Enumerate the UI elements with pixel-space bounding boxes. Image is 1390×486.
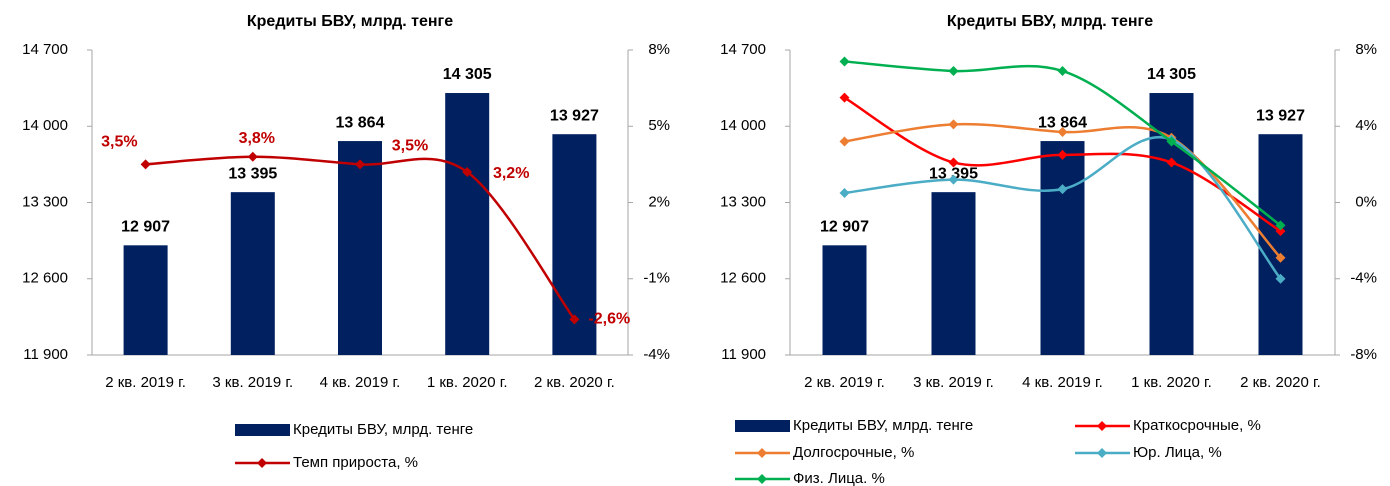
line-value-label: 3,8% — [239, 130, 275, 147]
line-marker — [948, 157, 959, 168]
line-marker — [1166, 157, 1177, 168]
y-tick-label: 11 900 — [23, 346, 68, 363]
legend-marker — [1097, 421, 1107, 431]
y-tick-label: 14 700 — [22, 41, 68, 58]
y2-tick-label: 8% — [1355, 41, 1377, 58]
legend-label: Темп прироста, % — [293, 454, 418, 471]
legend-marker — [757, 448, 767, 458]
x-tick-label: 2 кв. 2020 г. — [1240, 374, 1321, 391]
bar-value-label: 14 305 — [1147, 66, 1196, 83]
bar — [822, 245, 867, 355]
bar-value-label: 13 927 — [550, 107, 599, 124]
y2-tick-label: -4% — [643, 346, 670, 363]
line-marker — [839, 92, 850, 103]
bar — [123, 245, 168, 355]
chart-title: Кредиты БВУ, млрд. тенге — [947, 13, 1153, 30]
bar-value-label: 12 907 — [121, 219, 170, 236]
line-marker — [1166, 136, 1177, 147]
legend-label: Краткосрочные, % — [1133, 417, 1261, 434]
line-value-label: -2,6% — [588, 311, 630, 328]
line-value-label: 3,5% — [392, 138, 428, 155]
x-tick-label: 4 кв. 2019 г. — [1022, 374, 1103, 391]
x-tick-label: 2 кв. 2019 г. — [105, 374, 186, 391]
line-marker — [839, 187, 850, 198]
x-tick-label: 1 кв. 2020 г. — [1131, 374, 1212, 391]
line-value-label: 3,5% — [101, 134, 137, 151]
x-tick-label: 1 кв. 2020 г. — [427, 374, 508, 391]
y2-tick-label: 8% — [648, 41, 670, 58]
line-marker — [140, 159, 151, 170]
y2-tick-label: 4% — [1355, 117, 1377, 134]
legend-label: Юр. Лица, % — [1133, 444, 1222, 461]
line-marker — [569, 314, 580, 325]
bar — [1040, 141, 1085, 355]
legend-label: Кредиты БВУ, млрд. тенге — [293, 421, 473, 438]
legend-marker — [757, 474, 767, 484]
line-marker — [1057, 65, 1068, 76]
line-series — [145, 155, 576, 321]
legend-marker — [1097, 448, 1107, 458]
line-marker — [1057, 184, 1068, 195]
y-tick-label: 12 600 — [22, 270, 68, 287]
line-marker — [1275, 273, 1286, 284]
legend-marker — [257, 458, 267, 468]
bar-value-label: 13 395 — [228, 165, 277, 182]
bar-value-label: 13 395 — [929, 165, 978, 182]
line-marker — [1275, 252, 1286, 263]
x-tick-label: 4 кв. 2019 г. — [320, 374, 401, 391]
x-tick-label: 3 кв. 2019 г. — [212, 374, 293, 391]
bar — [1258, 134, 1303, 355]
line-marker — [355, 159, 365, 170]
y2-tick-label: -8% — [1350, 346, 1377, 363]
y-tick-label: 13 300 — [720, 193, 766, 210]
bar-value-label: 13 864 — [1038, 114, 1087, 131]
bar — [931, 192, 976, 355]
bar — [338, 141, 382, 355]
line-marker — [839, 56, 850, 67]
chart-title: Кредиты БВУ, млрд. тенге — [247, 13, 453, 30]
bar — [1149, 93, 1194, 355]
line-marker — [1057, 126, 1068, 137]
x-tick-label: 2 кв. 2019 г. — [804, 374, 885, 391]
bar-value-label: 13 927 — [1256, 107, 1305, 124]
bar-value-label: 13 864 — [336, 114, 385, 131]
y-tick-label: 14 000 — [720, 117, 766, 134]
x-tick-label: 2 кв. 2020 г. — [534, 374, 615, 391]
y-tick-label: 12 600 — [720, 270, 766, 287]
y2-tick-label: 0% — [1355, 193, 1377, 210]
y-tick-label: 13 300 — [22, 193, 68, 210]
line-value-label: 3,2% — [493, 165, 529, 182]
y-tick-label: 14 700 — [720, 41, 766, 58]
line-marker — [948, 174, 959, 185]
legend-label: Кредиты БВУ, млрд. тенге — [793, 417, 973, 434]
legend-label: Физ. Лица. % — [793, 470, 885, 486]
y2-tick-label: -4% — [1350, 270, 1377, 287]
line-marker — [948, 119, 959, 130]
line-marker — [247, 151, 258, 162]
x-tick-label: 3 кв. 2019 г. — [913, 374, 994, 391]
legend-label: Долгосрочные, % — [793, 444, 914, 461]
line-series — [844, 136, 1282, 280]
line-marker — [1057, 149, 1068, 160]
line-marker — [1275, 220, 1286, 231]
line-marker — [462, 167, 473, 177]
legend-swatch — [235, 424, 290, 436]
y2-tick-label: -1% — [643, 270, 670, 287]
y-tick-label: 14 000 — [22, 117, 68, 134]
line-marker — [948, 65, 959, 76]
line-marker — [1275, 226, 1286, 237]
y2-tick-label: 5% — [648, 117, 670, 134]
y-tick-label: 11 900 — [721, 346, 766, 363]
bar — [230, 192, 275, 355]
legend-swatch — [735, 420, 790, 432]
bar-value-label: 12 907 — [820, 219, 869, 236]
bar-value-label: 14 305 — [443, 66, 492, 83]
line-marker — [839, 136, 850, 147]
y2-tick-label: 2% — [648, 193, 670, 210]
bar — [445, 93, 490, 355]
